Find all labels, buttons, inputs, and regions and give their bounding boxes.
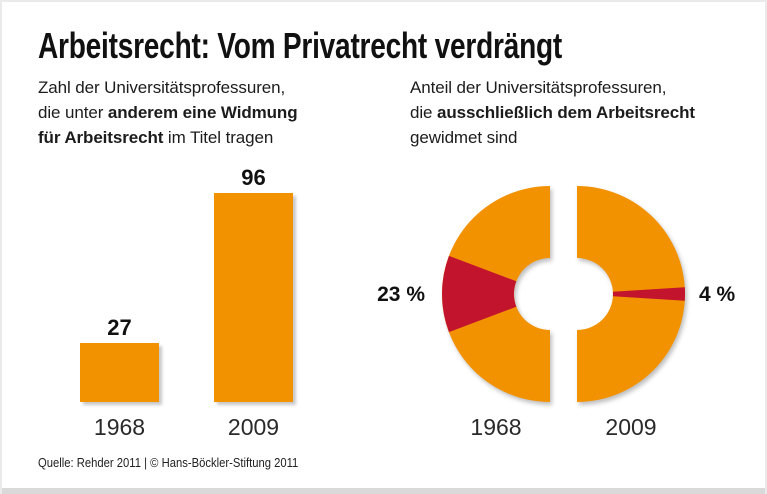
bar-2009 [214,193,293,402]
donut-slice-label-2009: 4 % [699,283,736,306]
half-donut-chart [441,186,686,402]
donut-half-1968 [441,186,550,402]
bar-year-label: 1968 [93,414,146,440]
donut-segment-arbeitsrecht [441,255,517,333]
subtitle-line: für Arbeitsrecht im Titel tragen [38,128,274,147]
donut-half-2009 [577,186,686,402]
bar-year-label: 2009 [227,414,280,440]
donut-segment-arbeitsrecht [612,287,686,301]
source-caption: Quelle: Rehder 2011 | © Hans-Böckler-Sti… [38,456,299,470]
bar-value-label: 96 [241,165,266,190]
donut-slice-label-1968: 23 % [377,283,425,306]
bar-1968 [80,343,159,402]
bar-chart-subtitle: Zahl der Universitätsprofessuren, die unt… [38,75,388,150]
donut-year-label: 1968 [470,414,522,440]
subtitle-line: Anteil der Universitätsprofessuren, [410,78,667,97]
bar-value-label: 27 [107,315,132,340]
subtitle-line: Zahl der Universitätsprofessuren, [38,78,286,97]
subtitle-line: gewidmet sind [410,128,518,147]
donut-year-label: 2009 [605,414,657,440]
subtitle-line: die unter anderem eine Widmung [38,103,298,122]
subtitle-line: die ausschließlich dem Arbeitsrecht [410,103,695,122]
bottom-accent-bar [2,488,765,494]
donut-chart-subtitle: Anteil der Universitätsprofessuren, die a… [410,75,760,150]
page-title: Arbeitsrecht: Vom Privatrecht verdrängt [38,25,563,66]
